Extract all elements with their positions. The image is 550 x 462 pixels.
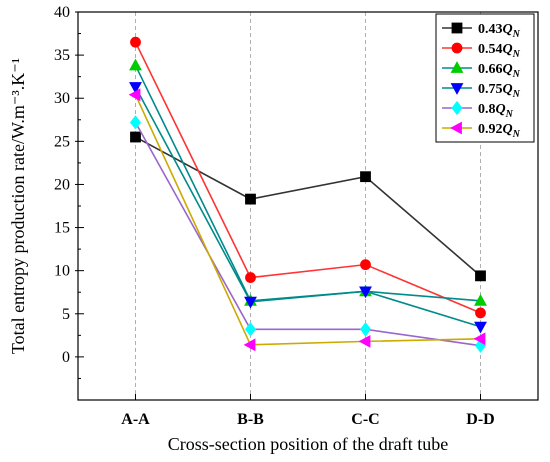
data-point-marker bbox=[129, 115, 142, 130]
legend-item: 0.54QN bbox=[442, 42, 521, 60]
series-line bbox=[134, 121, 481, 347]
legend-item: 0.8QN bbox=[442, 100, 514, 120]
legend-label: 0.75QN bbox=[478, 82, 521, 100]
data-point-marker bbox=[244, 322, 257, 337]
y-tick-label: 10 bbox=[54, 263, 70, 280]
y-tick-label: 30 bbox=[54, 90, 70, 107]
legend-label: 0.66QN bbox=[478, 62, 521, 80]
data-point-marker bbox=[451, 42, 463, 54]
series-layer bbox=[128, 36, 487, 353]
y-tick-label: 35 bbox=[54, 47, 70, 64]
series-0.92Q_N bbox=[128, 88, 486, 352]
x-tick-label: A-A bbox=[121, 411, 150, 428]
data-point-marker bbox=[359, 286, 372, 299]
series-line bbox=[134, 86, 481, 328]
axes-layer: 0 5 10 15 20 25 30 35 40 A-A B-B C-C D-D bbox=[54, 4, 495, 428]
series-0.75Q_N bbox=[129, 82, 487, 334]
y-tick-label: 40 bbox=[54, 4, 70, 21]
legend-label: 0.8QN bbox=[478, 102, 514, 120]
y-tick-label: 25 bbox=[54, 133, 70, 150]
data-point-marker bbox=[450, 121, 462, 135]
data-point-marker bbox=[359, 322, 372, 337]
data-point-marker bbox=[243, 338, 256, 352]
data-point-marker bbox=[129, 58, 142, 71]
legend-label: 0.92QN bbox=[478, 122, 521, 140]
legend-box bbox=[435, 13, 535, 143]
x-tick-label: B-B bbox=[237, 411, 264, 428]
data-point-marker bbox=[245, 272, 256, 283]
data-point-marker bbox=[474, 321, 487, 334]
series-0.43Q_N bbox=[130, 131, 486, 282]
data-point-marker bbox=[129, 82, 142, 94]
data-point-marker bbox=[360, 259, 371, 271]
x-tick-label: D-D bbox=[466, 411, 494, 428]
plot-frame bbox=[77, 11, 539, 401]
data-point-marker bbox=[128, 88, 141, 102]
data-point-marker bbox=[475, 270, 486, 282]
series-line bbox=[134, 94, 481, 346]
legend-item: 0.75QN bbox=[442, 82, 521, 100]
data-point-marker bbox=[244, 296, 257, 309]
legend-label: 0.54QN bbox=[478, 42, 521, 60]
data-point-marker bbox=[450, 61, 464, 73]
series-0.54Q_N bbox=[130, 36, 486, 319]
y-tick-label: 5 bbox=[62, 306, 70, 323]
x-axis-title: Cross-section position of the draft tube bbox=[168, 434, 448, 454]
legend-item: 0.43QN bbox=[442, 22, 521, 40]
data-point-marker bbox=[450, 83, 464, 95]
data-point-marker bbox=[130, 36, 141, 48]
x-tick-label: C-C bbox=[351, 411, 379, 428]
data-point-marker bbox=[451, 22, 463, 34]
series-0.8Q_N bbox=[129, 115, 487, 353]
series-0.66Q_N bbox=[129, 58, 487, 306]
series-line bbox=[134, 41, 481, 314]
y-tick-label: 20 bbox=[54, 176, 70, 193]
data-point-marker bbox=[475, 307, 486, 319]
legend-item: 0.92QN bbox=[442, 121, 521, 140]
series-line bbox=[135, 136, 482, 277]
y-axis-title: Total entropy production rate/W.m⁻³.K⁻¹ bbox=[8, 58, 28, 354]
data-point-marker bbox=[451, 100, 463, 116]
data-point-marker bbox=[245, 193, 256, 205]
data-point-marker bbox=[473, 332, 486, 346]
data-point-marker bbox=[130, 131, 141, 143]
y-tick-label: 15 bbox=[54, 220, 70, 237]
data-point-marker bbox=[474, 294, 487, 306]
legend: 0.43QN 0.54QN 0.66QN 0.75QN 0.8QN 0.92QN bbox=[435, 13, 535, 143]
y-tick-label: 0 bbox=[62, 349, 70, 366]
legend-item: 0.66QN bbox=[442, 61, 521, 80]
data-point-marker bbox=[358, 334, 371, 348]
data-point-marker bbox=[360, 171, 371, 183]
legend-label: 0.43QN bbox=[478, 22, 521, 40]
